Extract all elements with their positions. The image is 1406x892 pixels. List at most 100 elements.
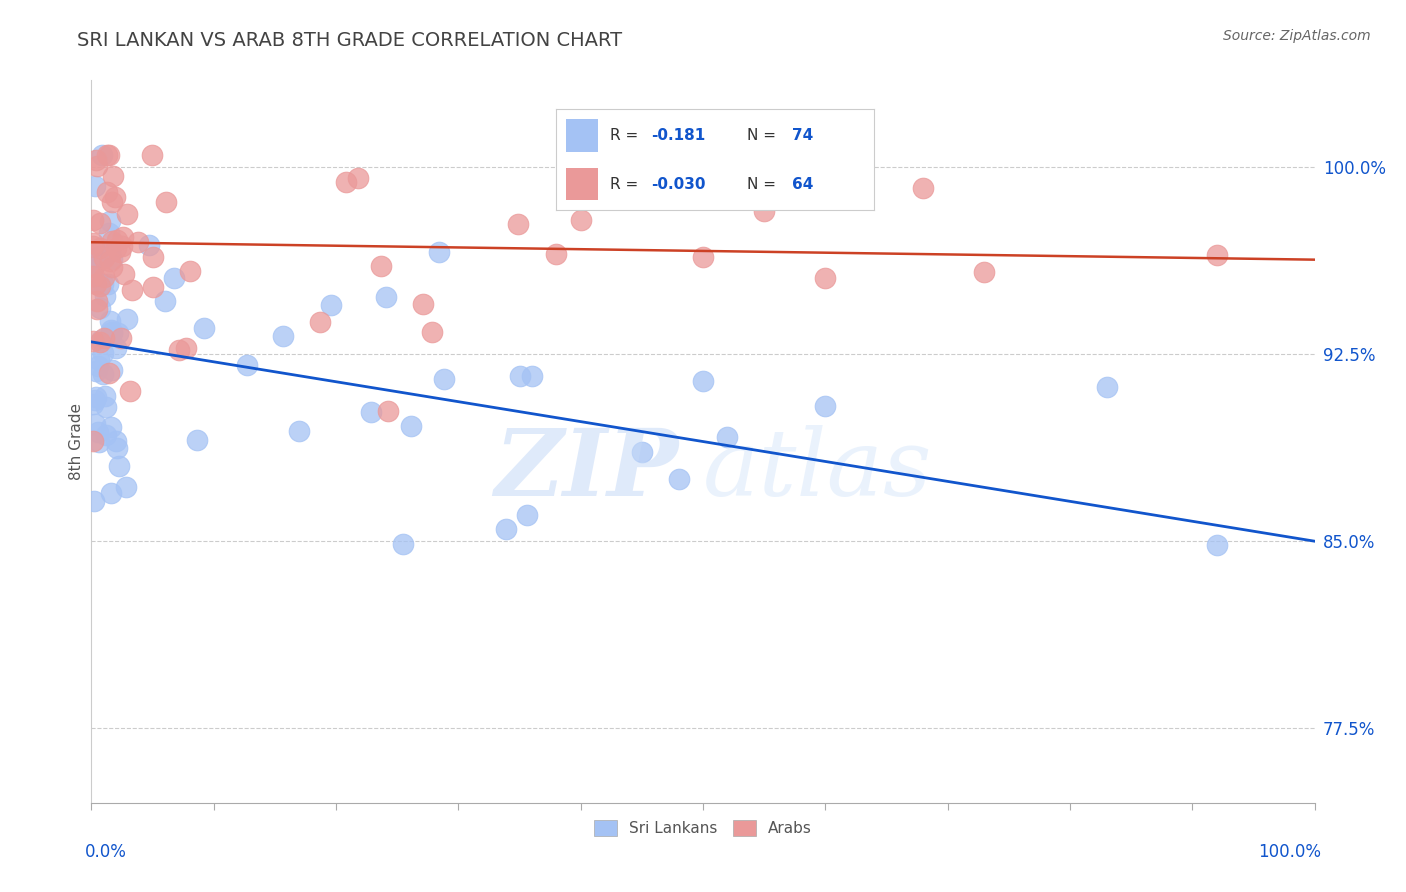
- Point: [105, 434, 128, 448]
- Point: [506, 217, 529, 231]
- Point: [93, 331, 115, 345]
- Point: [91, 277, 114, 292]
- Point: [83, 258, 105, 272]
- Point: [399, 418, 422, 433]
- Point: [86, 276, 108, 290]
- Point: [101, 234, 124, 248]
- Point: [87, 249, 110, 263]
- Point: [108, 459, 131, 474]
- Point: [97, 226, 120, 240]
- Point: [360, 405, 382, 419]
- Point: [89, 335, 111, 350]
- Point: [86, 159, 108, 173]
- Point: [90, 333, 112, 347]
- Point: [83, 494, 105, 508]
- Point: [100, 325, 122, 339]
- Point: [118, 384, 141, 399]
- Point: [82, 239, 104, 253]
- Point: [89, 435, 111, 450]
- Point: [692, 374, 714, 388]
- Point: [692, 250, 714, 264]
- Point: [754, 204, 776, 219]
- Point: [86, 425, 108, 440]
- Point: [179, 264, 201, 278]
- Y-axis label: 8th Grade: 8th Grade: [69, 403, 84, 480]
- Point: [87, 359, 110, 374]
- Point: [84, 393, 107, 408]
- Point: [374, 290, 396, 304]
- Point: [115, 480, 138, 494]
- Point: [96, 400, 118, 414]
- Point: [115, 207, 138, 221]
- Point: [101, 252, 124, 267]
- Point: [155, 293, 177, 308]
- Point: [973, 265, 995, 279]
- Point: [89, 216, 111, 230]
- Point: [141, 250, 163, 264]
- Point: [100, 323, 122, 337]
- Point: [96, 148, 118, 162]
- Legend: Sri Lankans, Arabs: Sri Lankans, Arabs: [588, 814, 818, 842]
- Point: [100, 486, 122, 500]
- Point: [96, 186, 118, 200]
- Point: [516, 508, 538, 523]
- Point: [82, 434, 104, 448]
- Point: [377, 403, 399, 417]
- Text: atlas: atlas: [703, 425, 932, 516]
- Point: [86, 391, 108, 405]
- Point: [100, 195, 122, 210]
- Point: [121, 283, 143, 297]
- Point: [89, 301, 111, 316]
- Point: [101, 169, 124, 183]
- Point: [141, 148, 163, 162]
- Point: [82, 235, 104, 250]
- Point: [84, 179, 107, 194]
- Point: [84, 364, 107, 378]
- Point: [112, 267, 135, 281]
- Point: [91, 346, 114, 360]
- Point: [347, 171, 370, 186]
- Point: [82, 269, 104, 284]
- Point: [101, 260, 124, 274]
- Point: [91, 367, 114, 381]
- Point: [86, 256, 108, 270]
- Point: [112, 229, 135, 244]
- Point: [84, 417, 107, 431]
- Point: [495, 523, 517, 537]
- Point: [93, 251, 115, 265]
- Point: [108, 244, 131, 259]
- Point: [103, 190, 125, 204]
- Point: [104, 341, 127, 355]
- Point: [105, 441, 128, 455]
- Point: [110, 331, 132, 345]
- Point: [142, 280, 165, 294]
- Point: [94, 389, 117, 403]
- Point: [84, 153, 107, 167]
- Point: [94, 428, 117, 442]
- Point: [94, 249, 117, 263]
- Point: [162, 271, 184, 285]
- Point: [193, 321, 215, 335]
- Point: [98, 244, 121, 259]
- Point: [308, 315, 330, 329]
- Point: [101, 326, 124, 340]
- Point: [420, 325, 443, 339]
- Point: [1095, 380, 1118, 394]
- Point: [288, 424, 311, 438]
- Point: [86, 277, 108, 292]
- Point: [155, 194, 177, 209]
- Text: ZIP: ZIP: [495, 425, 679, 516]
- Point: [97, 277, 120, 292]
- Point: [520, 369, 543, 384]
- Point: [1205, 248, 1227, 262]
- Point: [814, 399, 837, 413]
- Point: [101, 363, 124, 377]
- Point: [107, 326, 129, 340]
- Point: [912, 181, 935, 195]
- Point: [271, 328, 294, 343]
- Text: 0.0%: 0.0%: [86, 843, 127, 861]
- Text: SRI LANKAN VS ARAB 8TH GRADE CORRELATION CHART: SRI LANKAN VS ARAB 8TH GRADE CORRELATION…: [77, 31, 623, 50]
- Point: [427, 245, 450, 260]
- Point: [94, 289, 117, 303]
- Point: [546, 247, 568, 261]
